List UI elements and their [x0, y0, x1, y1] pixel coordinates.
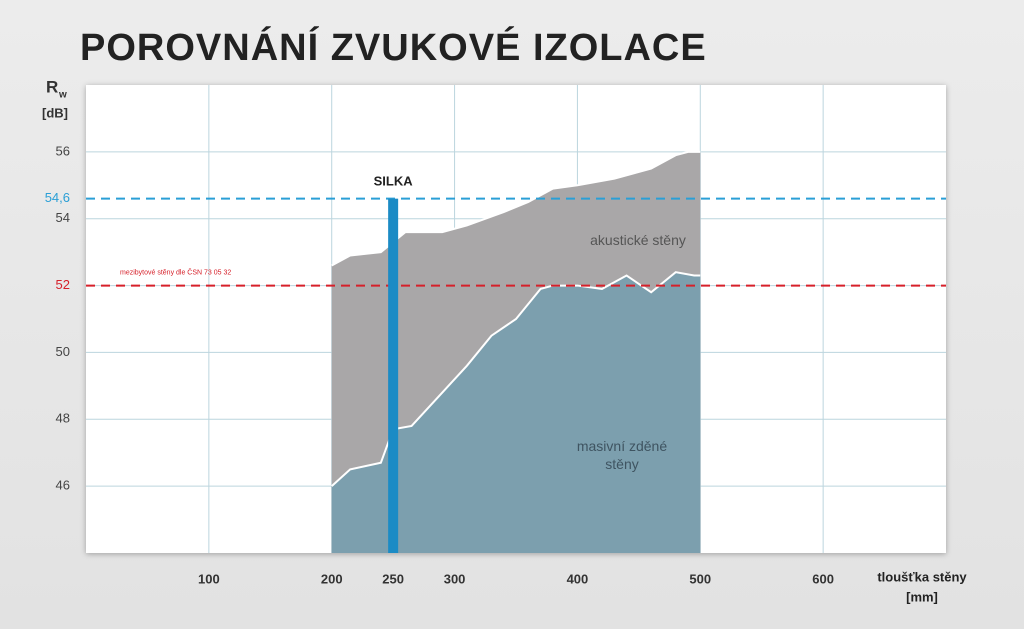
series-label: akustické stěny: [590, 232, 686, 248]
y-tick-label: 46: [56, 478, 70, 493]
y-tick-label: 50: [56, 344, 70, 359]
y-tick-label: 48: [56, 411, 70, 426]
bar: [388, 198, 399, 553]
y-tick-label: 52: [56, 277, 70, 292]
x-tick-label: 200: [321, 571, 343, 586]
y-label: R: [46, 77, 58, 96]
bar-label: SILKA: [374, 173, 414, 188]
x-tick-label: 400: [567, 571, 589, 586]
x-tick-label: 500: [689, 571, 711, 586]
reference-tick-label: 54,6: [45, 190, 70, 205]
y-unit: [dB]: [42, 105, 68, 120]
area: [331, 272, 701, 553]
x-tick-label: 300: [444, 571, 466, 586]
reference-label: mezibytové stěny dle ČSN 73 05 32: [120, 267, 231, 276]
y-label-subscript: w: [58, 90, 67, 101]
x-unit: [mm]: [906, 589, 938, 604]
bar-x-label: 250: [382, 571, 404, 586]
x-tick-label: 100: [198, 571, 220, 586]
chart-title: POROVNÁNÍ ZVUKOVÉ IZOLACE: [80, 25, 707, 69]
series-label: masivní zděné stěny: [576, 438, 668, 472]
y-tick-label: 54: [56, 210, 70, 225]
y-tick-label: 56: [56, 143, 70, 158]
x-label: tloušťka stěny: [877, 569, 967, 584]
x-tick-label: 600: [812, 571, 834, 586]
